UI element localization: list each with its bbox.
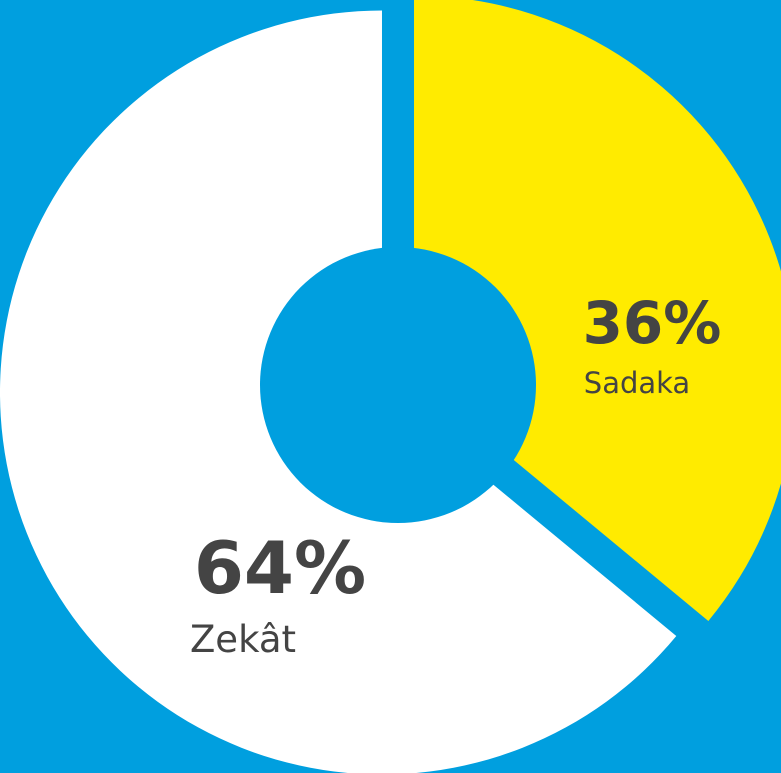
category-label: Sadaka bbox=[584, 366, 690, 400]
value-label: 36% bbox=[583, 289, 722, 357]
donut-hole bbox=[260, 247, 536, 523]
slice bbox=[414, 0, 781, 621]
value-label: 64% bbox=[194, 526, 366, 610]
category-label: Zekât bbox=[190, 618, 296, 661]
